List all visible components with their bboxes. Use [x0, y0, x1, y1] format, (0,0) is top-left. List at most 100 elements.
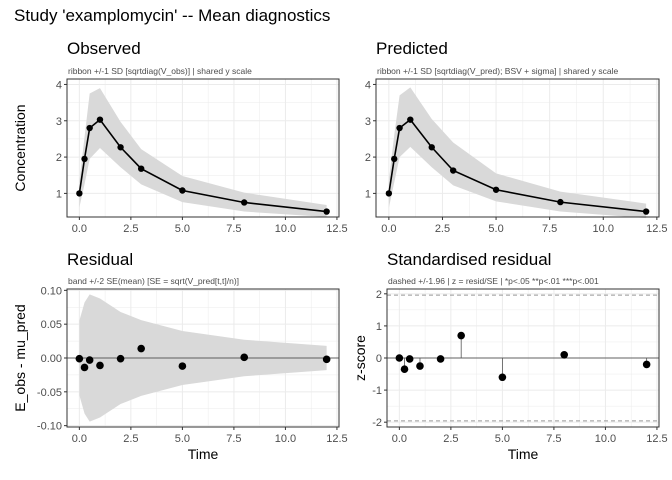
y-tick-label: 2: [365, 152, 371, 164]
data-point: [80, 363, 89, 372]
y-tick-label: 4: [365, 79, 371, 91]
panel-subtitle: band +/-2 SE(mean) [SE = sqrt(V_pred[t,t…: [68, 276, 239, 286]
data-point: [436, 355, 445, 363]
y-tick-label: -1: [372, 385, 382, 397]
panel-observed: Observed ribbon +/-1 SD [sqrtdiag(V_obs)]…: [12, 39, 348, 235]
data-point: [323, 208, 330, 215]
x-tick-label: 5.0: [175, 223, 190, 235]
x-tick-label: 0.0: [72, 433, 87, 445]
x-tick-label: 7.5: [226, 223, 241, 235]
x-tick-label: 5.0: [175, 433, 190, 445]
x-tick-label: 10.0: [593, 223, 614, 235]
data-point: [116, 354, 125, 363]
x-tick-label: 7.5: [226, 433, 241, 445]
data-point: [96, 116, 104, 123]
x-tick-label: 12.5: [646, 433, 667, 445]
x-tick-label: 10.0: [595, 433, 616, 445]
panel-border: [375, 78, 660, 218]
x-tick-label: 0.0: [72, 223, 87, 235]
data-point: [642, 208, 650, 215]
data-point: [395, 354, 404, 362]
y-axis-label: z-score: [352, 335, 368, 381]
x-tick-label: 2.5: [123, 433, 138, 445]
data-point: [405, 355, 414, 363]
x-tick-label: 10.0: [275, 223, 296, 235]
data-point: [137, 165, 145, 172]
y-axis-label: Concentration: [12, 104, 28, 191]
x-tick-label: 12.5: [326, 223, 347, 235]
x-tick-label: 2.5: [435, 223, 450, 235]
data-point: [391, 155, 398, 163]
data-point: [81, 155, 88, 163]
page-title: Study 'examplomycin' -- Mean diagnostics: [14, 6, 331, 25]
data-point: [241, 199, 248, 206]
x-tick-label: 12.5: [646, 223, 667, 235]
x-tick-label: 2.5: [123, 223, 138, 235]
y-tick-label: 0.10: [41, 285, 62, 297]
data-point: [137, 344, 145, 353]
y-tick-label: -2: [372, 417, 382, 429]
panel-subtitle: ribbon +/-1 SD [sqrtdiag(V_obs)] | share…: [68, 66, 252, 76]
data-point: [492, 186, 500, 193]
panel-title: Observed: [67, 39, 141, 58]
data-point: [498, 373, 507, 382]
panel-residual: Residual band +/-2 SE(mean) [SE = sqrt(V_…: [12, 250, 348, 462]
panel-title: Standardised residual: [387, 250, 551, 269]
data-point: [557, 198, 564, 206]
y-tick-label: 2: [56, 152, 62, 164]
data-point: [117, 144, 124, 151]
data-point: [400, 365, 409, 374]
x-axis-label: Time: [188, 446, 219, 462]
y-tick-label: -0.10: [37, 421, 62, 433]
panel-title: Residual: [67, 250, 133, 269]
y-tick-label: 2: [376, 289, 382, 301]
data-point: [416, 362, 424, 370]
panel-title: Predicted: [376, 39, 448, 58]
x-tick-label: 10.0: [275, 433, 296, 445]
y-tick-label: 1: [365, 188, 371, 200]
data-point: [457, 331, 465, 340]
x-tick-label: 12.5: [326, 433, 347, 445]
data-point: [396, 124, 403, 132]
data-point: [76, 190, 83, 197]
y-tick-label: 0: [376, 353, 382, 365]
y-tick-label: -0.05: [37, 387, 62, 399]
data-point: [560, 350, 569, 359]
y-tick-label: 1: [56, 188, 62, 200]
panel-predicted: Predicted ribbon +/-1 SD [sqrtdiag(V_pred…: [365, 39, 668, 235]
y-tick-label: 0.00: [41, 353, 62, 365]
y-tick-label: 0.05: [41, 319, 62, 331]
data-point: [179, 187, 186, 194]
x-tick-label: 0.0: [381, 223, 396, 235]
y-axis-label: E_obs - mu_pred: [12, 304, 28, 411]
data-point: [449, 167, 457, 174]
y-tick-label: 3: [365, 116, 371, 128]
data-point: [86, 124, 93, 132]
x-tick-label: 5.0: [495, 433, 510, 445]
y-tick-label: 4: [56, 79, 62, 91]
x-tick-label: 7.5: [542, 223, 557, 235]
data-point: [178, 362, 187, 370]
data-point: [75, 354, 84, 363]
data-point: [322, 355, 331, 364]
data-point: [385, 190, 393, 197]
x-tick-label: 2.5: [443, 433, 458, 445]
panel-subtitle: ribbon +/-1 SD [sqrtdiag(V_pred); BSV + …: [377, 66, 619, 76]
data-point: [642, 360, 651, 369]
x-tick-label: 7.5: [546, 433, 561, 445]
y-tick-label: 3: [56, 116, 62, 128]
data-point: [240, 353, 249, 362]
y-tick-label: 1: [376, 321, 382, 333]
panel-standardised: Standardised residual dashed +/-1.96 | z …: [352, 250, 668, 462]
panel-border: [66, 78, 340, 218]
data-point: [407, 116, 414, 123]
x-axis-label: Time: [508, 446, 539, 462]
sd-ribbon: [388, 87, 647, 219]
x-tick-label: 0.0: [392, 433, 407, 445]
data-point: [428, 144, 435, 151]
panel-subtitle: dashed +/-1.96 | z = resid/SE | *p<.05 *…: [388, 276, 599, 286]
data-point: [96, 361, 104, 370]
x-tick-label: 5.0: [488, 223, 503, 235]
data-point: [85, 356, 94, 364]
